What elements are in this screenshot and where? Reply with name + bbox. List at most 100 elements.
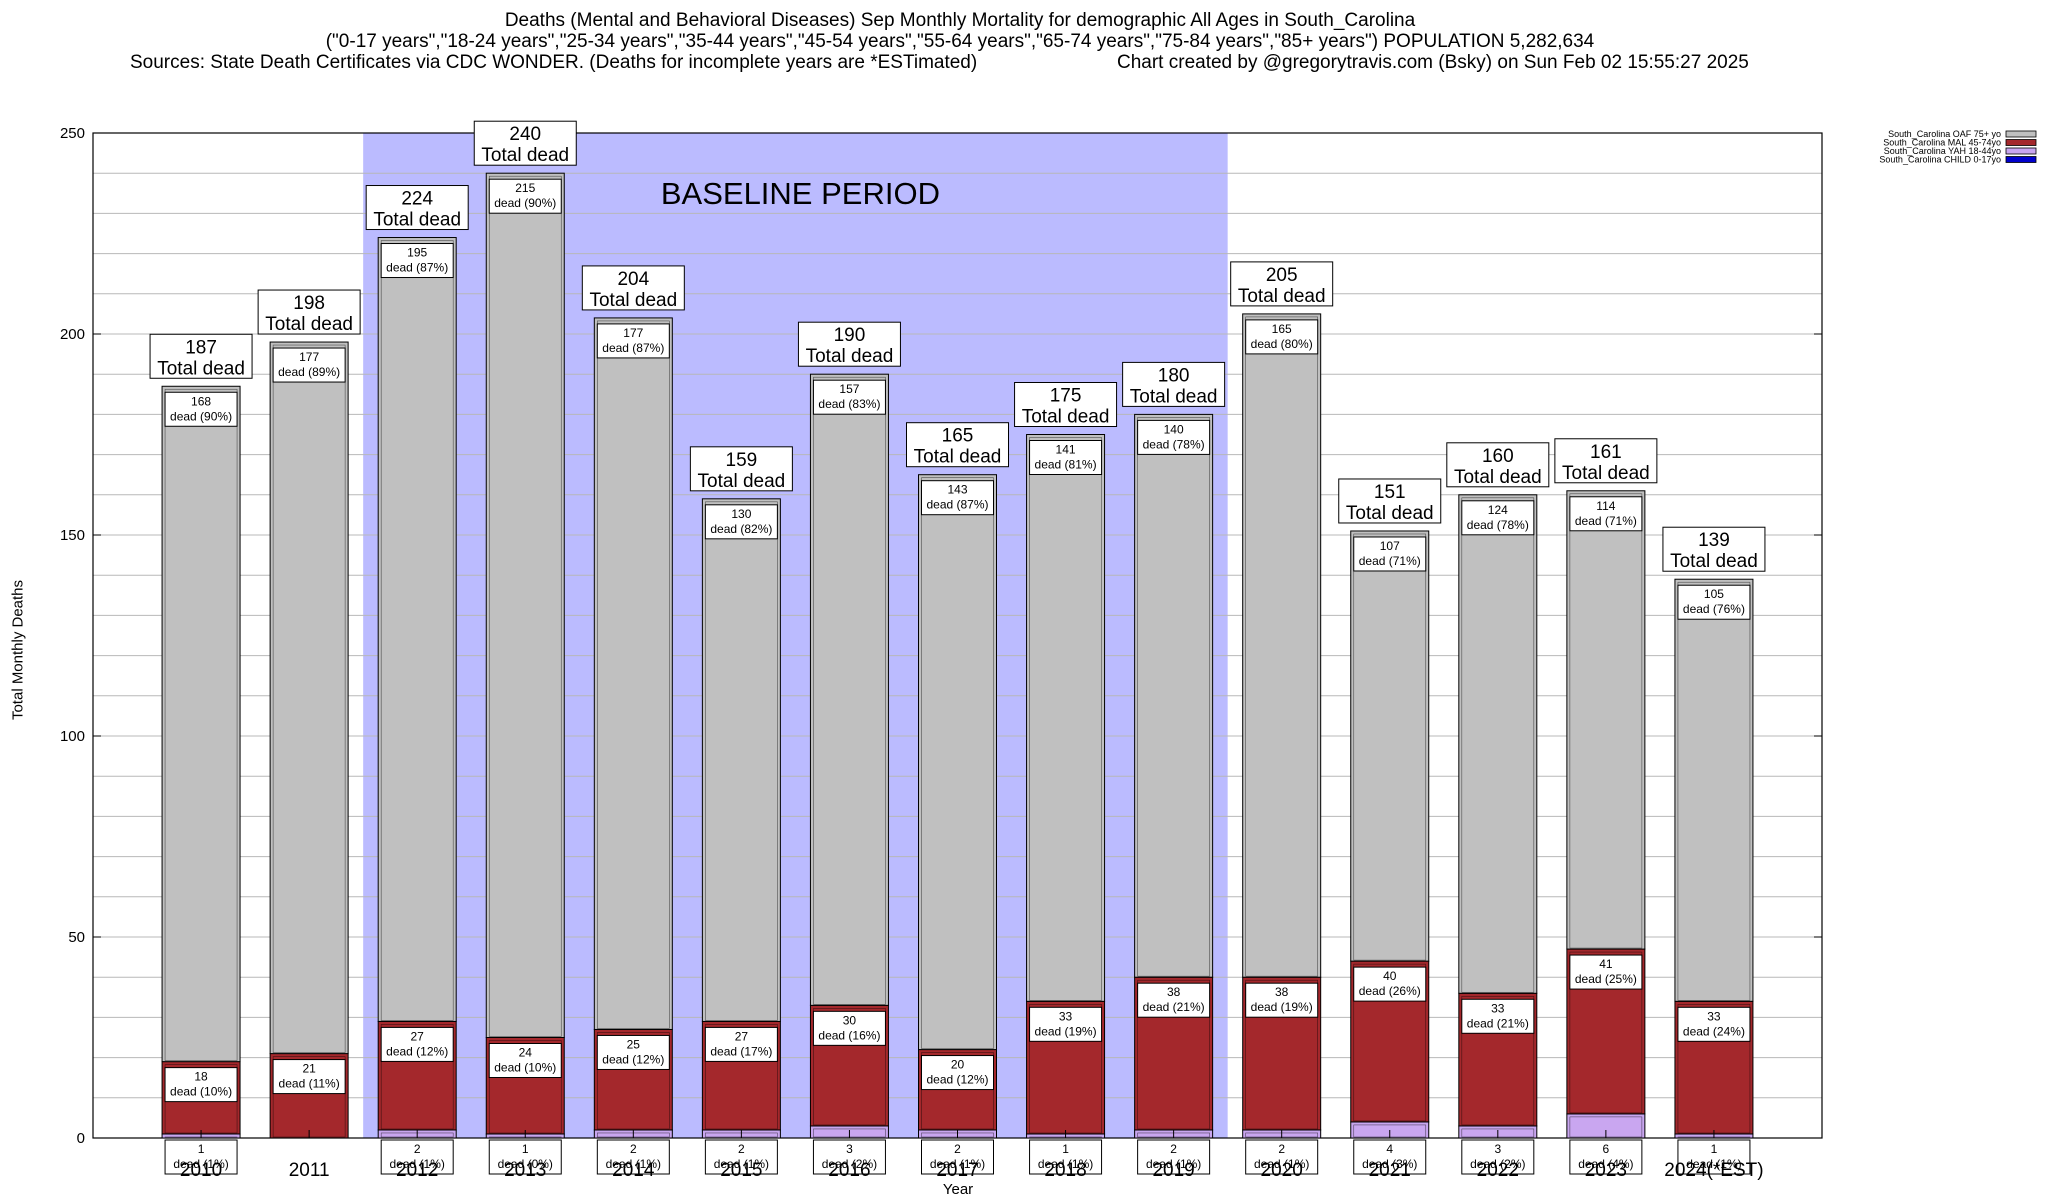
segment-label: 18dead (10%) bbox=[165, 1068, 237, 1102]
segment-label-count: 3 bbox=[1494, 1142, 1501, 1156]
total-label-value: 240 bbox=[509, 124, 541, 145]
segment-label-percent: dead (71%) bbox=[1575, 514, 1637, 528]
total-label-value: 204 bbox=[617, 269, 649, 290]
y-tick-label: 200 bbox=[60, 326, 85, 343]
total-label-value: 159 bbox=[726, 450, 758, 471]
total-label: 240Total dead bbox=[474, 121, 576, 166]
total-label-text: Total dead bbox=[1022, 407, 1110, 428]
segment-label-count: 105 bbox=[1704, 587, 1724, 601]
x-tick-label: 2021 bbox=[1369, 1160, 1411, 1181]
segment-label-percent: dead (87%) bbox=[602, 341, 664, 355]
total-label-text: Total dead bbox=[1670, 551, 1758, 572]
total-label-text: Total dead bbox=[1238, 286, 1326, 307]
segment-label-percent: dead (19%) bbox=[1251, 1000, 1313, 1014]
segment-label-percent: dead (89%) bbox=[278, 365, 340, 379]
segment-label-count: 41 bbox=[1599, 957, 1613, 971]
segment-label-percent: dead (71%) bbox=[1359, 554, 1421, 568]
x-tick-label: 2024(*EST) bbox=[1664, 1160, 1763, 1181]
segment-label-percent: dead (21%) bbox=[1467, 1016, 1529, 1030]
segment-label: 107dead (71%) bbox=[1354, 537, 1426, 571]
x-tick-label: 2010 bbox=[180, 1160, 222, 1181]
bar-segment bbox=[1675, 579, 1753, 1001]
total-label-text: Total dead bbox=[914, 447, 1002, 468]
total-label-text: Total dead bbox=[1130, 386, 1218, 407]
segment-label: 38dead (21%) bbox=[1138, 983, 1210, 1017]
bar-segment bbox=[270, 342, 348, 1054]
segment-label-count: 177 bbox=[299, 350, 319, 364]
chart: Deaths (Mental and Behavioral Diseases) … bbox=[0, 0, 2048, 1200]
legend-swatch bbox=[2006, 157, 2036, 163]
legend-label: South_Carolina CHILD 0-17yo bbox=[1879, 155, 2001, 165]
x-tick-label: 2015 bbox=[720, 1160, 762, 1181]
segment-label-percent: dead (21%) bbox=[1143, 1000, 1205, 1014]
segment-label-percent: dead (12%) bbox=[926, 1073, 988, 1087]
segment-label-count: 2 bbox=[738, 1142, 745, 1156]
segment-label-count: 124 bbox=[1488, 503, 1508, 517]
segment-label: 114dead (71%) bbox=[1570, 497, 1642, 531]
segment-label-percent: dead (16%) bbox=[818, 1028, 880, 1042]
segment-label-count: 21 bbox=[302, 1062, 316, 1076]
total-label-value: 190 bbox=[834, 325, 866, 346]
total-label-text: Total dead bbox=[698, 471, 786, 492]
bar-segment bbox=[1567, 491, 1645, 949]
total-label: 151Total dead bbox=[1339, 479, 1441, 524]
segment-label-count: 1 bbox=[198, 1142, 205, 1156]
bar-segment bbox=[702, 499, 780, 1022]
total-label: 175Total dead bbox=[1015, 383, 1117, 428]
segment-label-percent: dead (87%) bbox=[386, 261, 448, 275]
segment-label-count: 25 bbox=[627, 1037, 641, 1051]
segment-label-percent: dead (81%) bbox=[1035, 458, 1097, 472]
legend-swatch bbox=[2006, 140, 2036, 146]
segment-label-count: 30 bbox=[843, 1013, 857, 1027]
total-label-text: Total dead bbox=[806, 346, 894, 367]
segment-label-count: 168 bbox=[191, 394, 211, 408]
x-tick-label: 2018 bbox=[1044, 1160, 1086, 1181]
total-label: 190Total dead bbox=[798, 322, 900, 367]
segment-label: 20dead (12%) bbox=[922, 1056, 994, 1090]
segment-label-count: 38 bbox=[1275, 985, 1289, 999]
bar-segment bbox=[810, 374, 888, 1005]
total-label-text: Total dead bbox=[1454, 467, 1542, 488]
segment-label: 157dead (83%) bbox=[813, 380, 885, 414]
x-tick-label: 2014 bbox=[612, 1160, 655, 1181]
bar-segment bbox=[919, 475, 997, 1050]
segment-label-count: 2 bbox=[1170, 1142, 1177, 1156]
segment-label-count: 2 bbox=[630, 1142, 637, 1156]
segment-label-percent: dead (10%) bbox=[170, 1085, 232, 1099]
total-label-value: 187 bbox=[185, 337, 217, 358]
segment-label-count: 195 bbox=[407, 246, 427, 260]
segment-label-percent: dead (90%) bbox=[170, 409, 232, 423]
y-tick-label: 100 bbox=[60, 728, 85, 745]
x-tick-label: 2013 bbox=[504, 1160, 546, 1181]
x-tick-label: 2022 bbox=[1477, 1160, 1519, 1181]
segment-label-count: 130 bbox=[731, 507, 751, 521]
segment-label: 215dead (90%) bbox=[489, 179, 561, 213]
x-tick-label: 2019 bbox=[1152, 1160, 1194, 1181]
segment-label: 24dead (10%) bbox=[489, 1044, 561, 1078]
x-tick-label: 2011 bbox=[289, 1160, 330, 1181]
segment-label: 130dead (82%) bbox=[705, 505, 777, 539]
bar-segment bbox=[1351, 531, 1429, 961]
segment-label: 141dead (81%) bbox=[1030, 441, 1102, 475]
total-label: 204Total dead bbox=[582, 266, 684, 311]
legend-swatch bbox=[2006, 148, 2036, 154]
segment-label: 168dead (90%) bbox=[165, 392, 237, 426]
total-label-text: Total dead bbox=[265, 314, 353, 335]
segment-label: 124dead (78%) bbox=[1462, 501, 1534, 535]
total-label-value: 161 bbox=[1590, 442, 1622, 463]
total-label-text: Total dead bbox=[1346, 503, 1434, 524]
total-label: 139Total dead bbox=[1663, 527, 1765, 572]
segment-label-count: 143 bbox=[947, 483, 967, 497]
y-tick-label: 150 bbox=[60, 527, 85, 544]
segment-label: 41dead (25%) bbox=[1570, 955, 1642, 989]
total-label: 180Total dead bbox=[1123, 362, 1225, 407]
segment-label-count: 2 bbox=[954, 1142, 961, 1156]
plot-area: 050100150200250BASELINE PERIOD1dead (1%)… bbox=[0, 0, 2048, 1200]
